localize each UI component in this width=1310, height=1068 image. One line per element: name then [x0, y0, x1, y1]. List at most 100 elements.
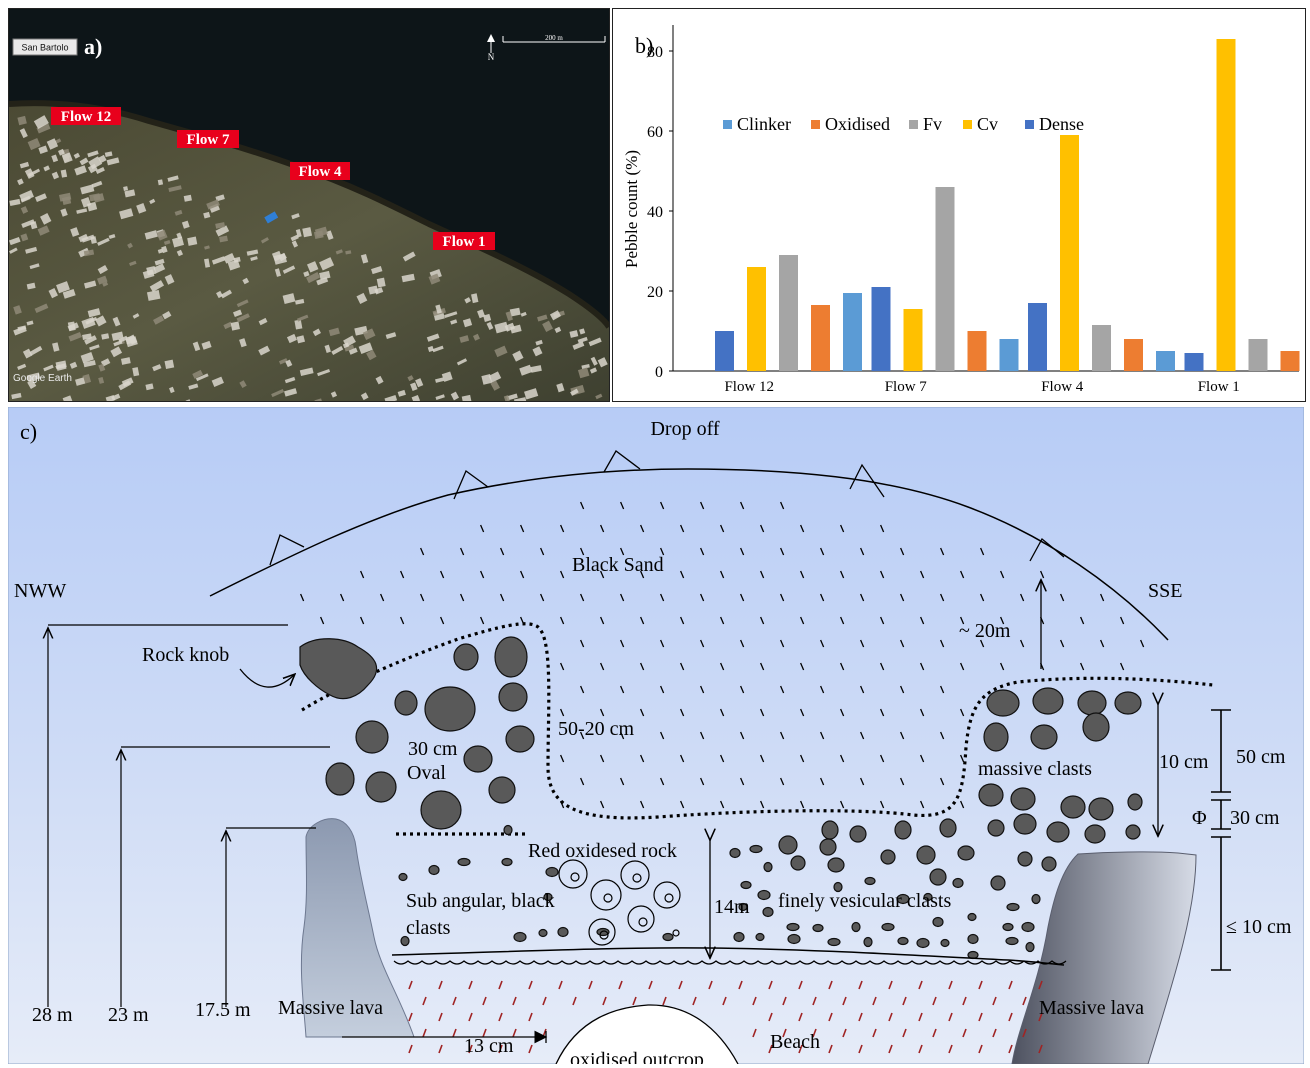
house	[156, 229, 168, 241]
sand-dash	[880, 616, 885, 625]
beach-dash	[468, 1044, 473, 1054]
house	[376, 277, 386, 288]
house	[486, 321, 494, 330]
small-clast	[1031, 893, 1041, 905]
house	[168, 185, 182, 193]
beach-dash	[1038, 1044, 1043, 1054]
small-clast	[400, 935, 410, 947]
sand-dash	[480, 616, 485, 625]
phi-symbol: Φ	[1192, 807, 1207, 829]
house	[75, 377, 86, 386]
height-23m: 23 m	[108, 1004, 149, 1026]
beach-dash	[768, 980, 773, 990]
sub-angular-label: Sub angular, black	[406, 890, 555, 912]
google-earth-credit: Google Earth	[13, 373, 72, 384]
house	[132, 313, 140, 319]
house	[69, 361, 78, 369]
sand-dash	[920, 708, 925, 717]
house	[112, 316, 121, 327]
house	[9, 247, 18, 254]
sand-dash	[580, 777, 585, 786]
rock-knob-clast	[299, 638, 378, 700]
house	[537, 314, 548, 322]
beach-dash	[512, 996, 517, 1006]
house	[589, 367, 598, 374]
house	[136, 203, 147, 214]
sand-dash	[480, 524, 485, 533]
small-clast	[457, 857, 471, 867]
house	[98, 376, 105, 384]
house	[51, 171, 60, 180]
house	[125, 335, 136, 345]
clast	[1077, 690, 1107, 716]
house	[532, 346, 543, 357]
black-sand-dashes	[300, 501, 1145, 809]
small-clast	[896, 893, 910, 905]
sand-dash	[620, 731, 625, 740]
cross-section-diagram: c) Drop off NWW SSE	[7, 406, 1305, 1068]
house	[441, 371, 453, 382]
beach-dash	[692, 996, 697, 1006]
house	[183, 194, 192, 202]
house	[312, 328, 321, 337]
massive-lava-left	[300, 818, 415, 1038]
flow-4-label: Flow 4	[290, 162, 350, 180]
house	[317, 369, 331, 377]
beach-dash	[782, 996, 787, 1006]
legend-swatch-dense	[1025, 120, 1034, 129]
legend-label-dense: Dense	[1039, 114, 1084, 134]
sand-dash	[700, 639, 705, 648]
sand-dash	[660, 731, 665, 740]
house	[459, 335, 470, 343]
house	[153, 263, 166, 274]
sand-dash	[860, 547, 865, 556]
house	[80, 184, 95, 195]
sand-dash	[1040, 570, 1045, 579]
clast	[355, 720, 389, 754]
sand-dash	[620, 777, 625, 786]
house	[19, 190, 34, 202]
beach-dash	[782, 1028, 787, 1038]
house	[375, 375, 384, 385]
sand-dash	[1140, 639, 1145, 648]
panel-b-letter: b)	[635, 33, 653, 58]
beach-dash	[1008, 980, 1013, 990]
beach-dash	[512, 1028, 517, 1038]
sand-dash	[1000, 662, 1005, 671]
small-clast	[757, 889, 771, 901]
small-clast	[923, 892, 933, 902]
house	[79, 157, 89, 166]
sand-dash	[560, 524, 565, 533]
house	[513, 397, 527, 401]
beach-dash	[648, 980, 653, 990]
sand-dash	[600, 524, 605, 533]
house	[250, 256, 258, 261]
house	[164, 359, 175, 370]
sand-dash	[940, 639, 945, 648]
house	[371, 266, 383, 275]
house	[74, 165, 87, 176]
house	[105, 394, 116, 401]
bar-flow-1-oxidised	[1280, 351, 1300, 371]
oxidised-rock	[588, 918, 616, 946]
clast	[939, 818, 957, 838]
sand-dash	[700, 593, 705, 602]
small-clast	[967, 912, 977, 922]
fourteen-m-label: 14m	[714, 896, 750, 918]
house	[284, 388, 298, 397]
house	[81, 317, 96, 329]
sand-dash	[760, 616, 765, 625]
house	[411, 394, 421, 401]
sand-dash	[740, 501, 745, 510]
house	[211, 256, 226, 265]
house	[33, 115, 49, 129]
beach-dash	[828, 980, 833, 990]
house	[89, 193, 101, 202]
house	[444, 311, 458, 318]
house	[19, 128, 28, 139]
house	[331, 345, 344, 355]
legend-swatch-clinker	[723, 120, 732, 129]
beach-dash	[542, 996, 547, 1006]
clast	[394, 690, 418, 716]
sand-dash	[1060, 593, 1065, 602]
